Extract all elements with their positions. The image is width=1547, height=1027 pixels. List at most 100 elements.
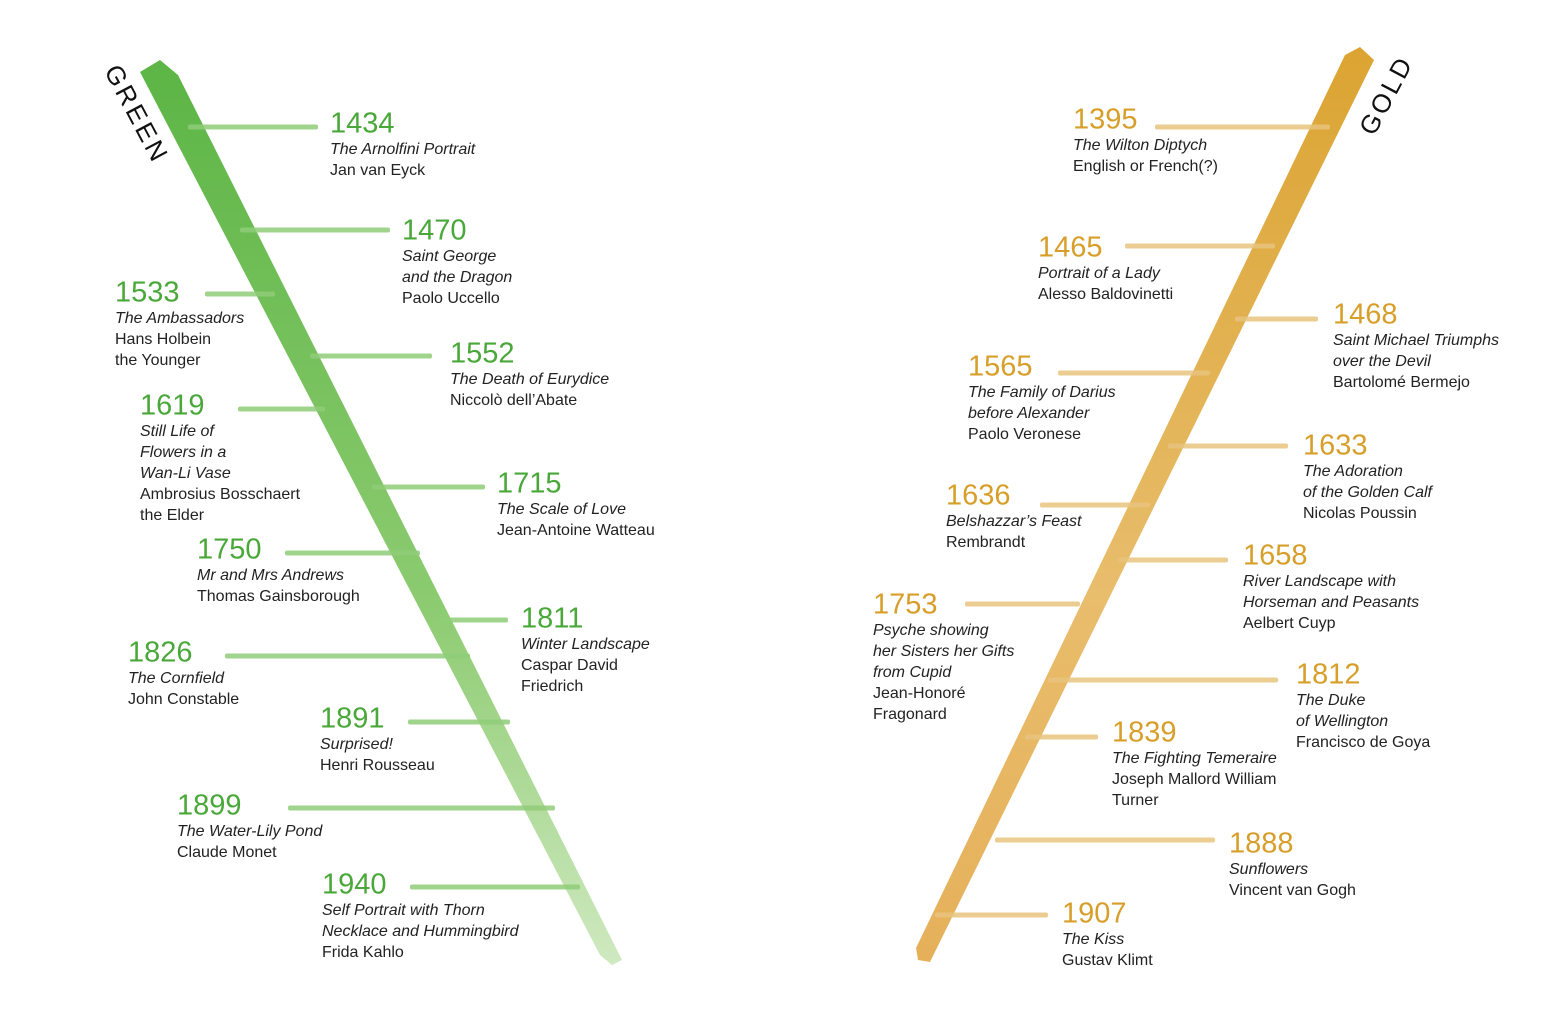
entry-title: The Family of Darius	[968, 384, 1116, 401]
entry-title: of Wellington	[1296, 713, 1388, 730]
entry-artist: Jean-Antoine Watteau	[497, 522, 655, 539]
entry-year: 1636	[946, 480, 1011, 512]
entry-title: Psyche showing	[873, 622, 989, 639]
entry-year: 1465	[1038, 232, 1103, 264]
entry-artist: Hans Holbein	[115, 331, 211, 348]
connector-dash	[238, 406, 325, 412]
entry-year: 1839	[1112, 717, 1177, 749]
connector-dash	[310, 353, 432, 359]
connector-dash	[1058, 370, 1210, 376]
connector-dash	[995, 837, 1215, 843]
entry-artist: Thomas Gainsborough	[197, 588, 360, 605]
connector-dash	[1168, 443, 1288, 449]
entry-title: The Kiss	[1062, 931, 1124, 948]
entry-year: 1715	[497, 468, 562, 500]
entry-artist: Niccolò dell’Abate	[450, 392, 577, 409]
entry-artist: Aelbert Cuyp	[1243, 615, 1336, 632]
entry-title: Wan-Li Vase	[140, 465, 231, 482]
entry-artist: Nicolas Poussin	[1303, 505, 1417, 522]
entry-title: Sunflowers	[1229, 861, 1308, 878]
connector-dash	[410, 884, 580, 890]
entry-year: 1812	[1296, 659, 1361, 691]
entry-year: 1888	[1229, 828, 1294, 860]
connector-dash	[965, 601, 1080, 607]
entry-title: over the Devil	[1333, 353, 1431, 370]
entry-title: The Arnolfini Portrait	[330, 141, 476, 158]
entry-title: of the Golden Calf	[1303, 484, 1434, 501]
connector-dash	[1125, 243, 1275, 249]
entry-title: Self Portrait with Thorn	[322, 902, 485, 919]
entry-artist: Jean-Honoré	[873, 685, 966, 702]
entry-artist: Claude Monet	[177, 844, 277, 861]
connector-dash	[1235, 316, 1318, 322]
entry-year: 1395	[1073, 104, 1138, 136]
entry-year: 1468	[1333, 299, 1398, 331]
entry-year: 1826	[128, 637, 193, 669]
entry-title: Necklace and Hummingbird	[322, 923, 520, 940]
entry-artist: Frida Kahlo	[322, 944, 404, 961]
connector-dash	[205, 291, 275, 297]
entry-title: and the Dragon	[402, 269, 512, 286]
entry-year: 1533	[115, 277, 180, 309]
entry-title: The Fighting Temeraire	[1112, 750, 1277, 767]
entry-title: The Adoration	[1303, 463, 1403, 480]
entry-artist: Caspar David	[521, 657, 618, 674]
entry-artist: the Younger	[115, 352, 201, 369]
entry-title: Portrait of a Lady	[1038, 265, 1161, 282]
entry-year: 1750	[197, 534, 262, 566]
entry-year: 1907	[1062, 898, 1127, 930]
connector-dash	[1118, 557, 1228, 563]
green-stroke	[140, 60, 622, 965]
entry-year: 1434	[330, 108, 395, 140]
entry-title: The Wilton Diptych	[1073, 137, 1207, 154]
entry-title: Flowers in a	[140, 444, 226, 461]
entry-title: The Cornfield	[128, 670, 225, 687]
connector-dash	[1025, 734, 1098, 740]
entry-title: Saint Michael Triumphs	[1333, 332, 1499, 349]
connector-dash	[285, 550, 420, 556]
entry-year: 1811	[521, 603, 583, 635]
entry-artist: Henri Rousseau	[320, 757, 435, 774]
connector-dash	[1155, 124, 1330, 130]
entry-year: 1619	[140, 390, 205, 422]
entry-artist: Joseph Mallord William	[1112, 771, 1277, 788]
connector-dash	[935, 912, 1048, 918]
entry-title: River Landscape with	[1243, 573, 1396, 590]
entry-artist: Vincent van Gogh	[1229, 882, 1356, 899]
entry-title: her Sisters her Gifts	[873, 643, 1014, 660]
entry-title: Belshazzar’s Feast	[946, 513, 1082, 530]
connector-dash	[188, 124, 318, 130]
entry-title: Saint George	[402, 248, 496, 265]
connector-dash	[1048, 677, 1278, 683]
entry-year: 1940	[322, 869, 387, 901]
entry-title: Winter Landscape	[521, 636, 650, 653]
entry-year: 1633	[1303, 430, 1368, 462]
entry-title: The Duke	[1296, 692, 1365, 709]
entry-year: 1552	[450, 338, 515, 370]
entry-artist: Fragonard	[873, 706, 947, 723]
connector-dash	[288, 805, 555, 811]
connector-dash	[372, 484, 485, 490]
entry-artist: Alesso Baldovinetti	[1038, 286, 1173, 303]
entry-artist: John Constable	[128, 691, 239, 708]
connector-dash	[438, 617, 508, 623]
entry-year: 1753	[873, 589, 938, 621]
entry-artist: Gustav Klimt	[1062, 952, 1153, 969]
connector-dash	[1040, 502, 1150, 508]
entry-title: from Cupid	[873, 664, 952, 681]
connector-dash	[408, 719, 510, 725]
entry-artist: Ambrosius Bosschaert	[140, 486, 301, 503]
entry-artist: Friedrich	[521, 678, 583, 695]
entry-title: Surprised!	[320, 736, 393, 753]
entry-artist: Paolo Uccello	[402, 290, 500, 307]
entry-title: The Water-Lily Pond	[177, 823, 323, 840]
entry-year: 1658	[1243, 540, 1308, 572]
entry-artist: Bartolomé Bermejo	[1333, 374, 1470, 391]
connector-dash	[225, 653, 470, 659]
entry-artist: English or French(?)	[1073, 158, 1218, 175]
entry-artist: Paolo Veronese	[968, 426, 1081, 443]
entry-artist: Jan van Eyck	[330, 162, 426, 179]
entry-artist: Turner	[1112, 792, 1159, 809]
entry-artist: the Elder	[140, 507, 205, 524]
entry-title: Still Life of	[140, 423, 215, 440]
